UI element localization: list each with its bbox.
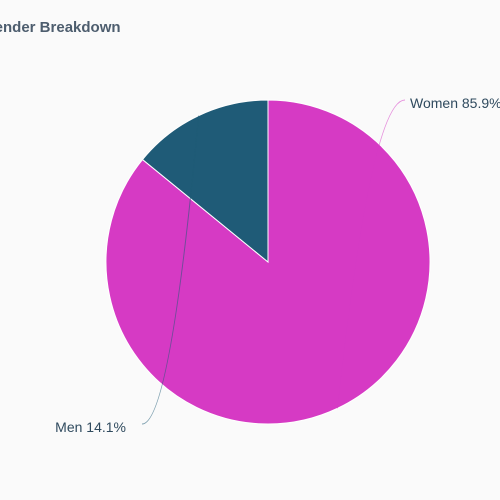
slice-label-women: Women 85.9% (410, 95, 500, 111)
leader-line-women (336, 99, 406, 409)
leader-line-men (141, 115, 200, 425)
slice-label-men: Men 14.1% (55, 419, 126, 435)
chart-title: Gender Breakdown (0, 19, 121, 36)
